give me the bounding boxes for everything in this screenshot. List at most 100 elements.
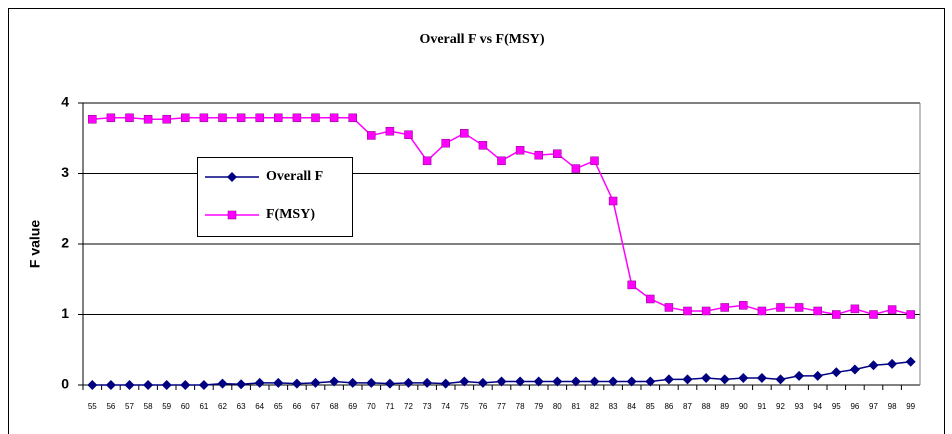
point-marker (775, 374, 786, 385)
point-marker (515, 145, 525, 155)
point-marker (887, 305, 897, 314)
point-marker (682, 374, 693, 385)
point-marker (125, 113, 134, 123)
point-marker (515, 376, 526, 387)
point-marker (227, 210, 237, 220)
point-marker (570, 376, 581, 387)
point-marker (701, 372, 712, 383)
x-tick-label: 94 (813, 402, 822, 411)
point-marker (403, 377, 414, 388)
y-tick-label: 0 (61, 376, 69, 392)
point-marker (589, 376, 600, 387)
point-marker (497, 156, 506, 166)
x-tick-label: 67 (311, 402, 320, 411)
point-marker (217, 378, 228, 389)
point-marker (757, 306, 767, 316)
point-marker (738, 372, 749, 383)
point-marker (701, 306, 711, 316)
x-tick-label: 72 (404, 402, 413, 411)
y-axis-label: F value (27, 220, 43, 268)
point-marker (608, 376, 619, 387)
point-marker (552, 376, 563, 387)
x-tick-label: 66 (292, 402, 301, 411)
x-tick-label: 73 (423, 402, 432, 411)
point-marker (664, 303, 674, 312)
x-tick-label: 61 (199, 402, 208, 411)
point-marker (181, 113, 190, 123)
chart-frame (8, 8, 945, 434)
x-tick-label: 57 (125, 402, 134, 411)
x-tick-label: 82 (590, 402, 599, 411)
point-marker (460, 129, 469, 138)
point-marker (227, 172, 237, 182)
point-marker (794, 370, 805, 381)
point-marker (719, 374, 730, 385)
point-marker (329, 376, 340, 387)
x-tick-label: 92 (776, 402, 785, 411)
point-marker (255, 113, 264, 123)
x-tick-label: 86 (664, 402, 673, 411)
point-marker (236, 379, 247, 390)
x-tick-label: 98 (888, 402, 897, 411)
x-tick-label: 55 (88, 402, 97, 411)
x-tick-label: 93 (795, 402, 804, 411)
point-marker (571, 164, 581, 173)
point-marker (143, 380, 154, 390)
point-marker (887, 358, 898, 369)
point-marker (739, 301, 748, 310)
x-tick-label: 88 (702, 402, 711, 411)
point-marker (869, 310, 878, 319)
point-marker (459, 376, 470, 387)
point-marker (720, 303, 729, 312)
x-tick-label: 75 (460, 402, 469, 411)
x-tick-label: 71 (385, 402, 394, 411)
point-marker (273, 377, 284, 388)
legend-label: F(MSY) (266, 207, 315, 222)
point-marker (311, 113, 320, 123)
x-tick-label: 79 (534, 402, 543, 411)
legend: Overall F F(MSY) (197, 157, 353, 237)
point-marker (198, 380, 209, 390)
y-tick-label: 3 (61, 164, 69, 180)
point-marker (310, 377, 321, 388)
y-tick-label: 1 (61, 305, 69, 321)
x-tick-label: 77 (497, 402, 506, 411)
chart-title: Overall F vs F(MSY) (419, 32, 544, 47)
point-marker (161, 380, 172, 390)
point-marker (106, 113, 116, 123)
point-marker (812, 370, 823, 381)
point-marker (776, 303, 785, 312)
x-tick-label: 90 (739, 402, 748, 411)
x-tick-label: 58 (144, 402, 153, 411)
x-tick-label: 69 (348, 402, 357, 411)
x-tick-label: 99 (906, 402, 915, 411)
point-marker (608, 196, 618, 206)
x-tick-label: 84 (627, 402, 636, 411)
point-marker (626, 376, 637, 387)
point-marker (868, 360, 879, 371)
x-tick-label: 76 (478, 402, 487, 411)
x-tick-label: 59 (162, 402, 171, 411)
y-tick-label: 4 (61, 94, 69, 110)
point-marker (831, 367, 842, 378)
x-tick-label: 85 (646, 402, 655, 411)
x-tick-label: 63 (237, 402, 246, 411)
x-tick-label: 87 (683, 402, 692, 411)
point-marker (348, 113, 357, 123)
point-marker (422, 156, 432, 166)
point-marker (683, 306, 692, 316)
x-tick-label: 64 (255, 402, 264, 411)
point-marker (254, 377, 265, 388)
x-tick-label: 62 (218, 402, 227, 411)
point-marker (663, 374, 674, 385)
point-marker (832, 310, 841, 319)
x-tick-label: 65 (274, 402, 283, 411)
point-marker (87, 380, 98, 390)
x-tick-label: 78 (516, 402, 525, 411)
point-marker (384, 378, 395, 389)
point-marker (496, 376, 507, 387)
point-marker (534, 150, 543, 160)
point-marker (906, 310, 915, 319)
x-tick-label: 70 (367, 402, 376, 411)
point-marker (646, 294, 655, 304)
